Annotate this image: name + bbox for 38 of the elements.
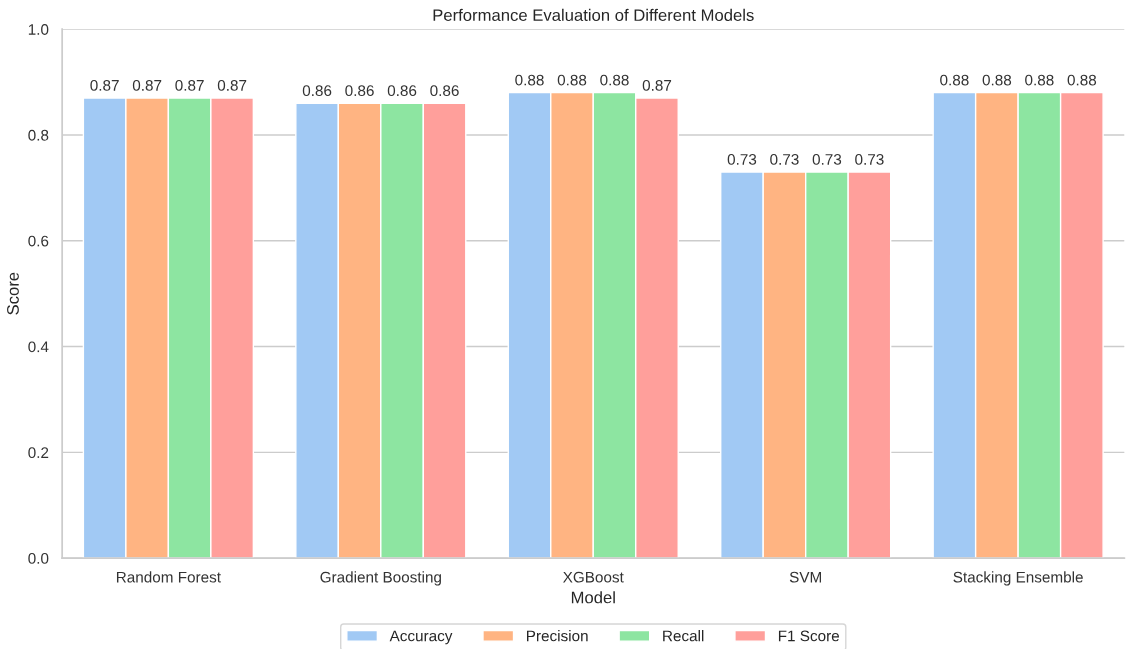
- y-tick-label: 0.4: [28, 341, 49, 353]
- data-label: 0.88: [1025, 74, 1054, 86]
- data-label: 0.87: [175, 79, 204, 91]
- data-label: 0.87: [90, 79, 119, 91]
- chart-title: Performance Evaluation of Different Models: [433, 8, 754, 22]
- data-label: 0.88: [982, 74, 1012, 86]
- y-axis-title: Score: [7, 272, 19, 315]
- data-label: 0.88: [1067, 74, 1097, 86]
- data-label: 0.87: [642, 79, 672, 91]
- data-label: 0.73: [855, 154, 884, 165]
- legend-label: Recall: [663, 630, 704, 642]
- x-tick-label: Random Forest: [116, 571, 221, 583]
- x-axis-title: Model: [571, 591, 615, 604]
- data-label: 0.73: [812, 154, 842, 165]
- data-label: 0.86: [345, 85, 374, 97]
- y-tick-label: 0.8: [28, 129, 49, 141]
- y-tick-label: 0.0: [28, 553, 49, 564]
- data-label: 0.73: [770, 154, 799, 165]
- data-label: 0.88: [557, 74, 587, 86]
- data-label: 0.86: [302, 85, 332, 97]
- x-tick-label: Stacking Ensemble: [953, 571, 1083, 586]
- y-tick-label: 1.0: [28, 24, 49, 35]
- data-label: 0.88: [940, 74, 969, 86]
- y-tick-label: 0.2: [28, 447, 49, 459]
- x-tick-label: Gradient Boosting: [320, 571, 441, 586]
- data-label: 0.87: [132, 79, 162, 91]
- data-label: 0.88: [515, 74, 544, 86]
- data-label: 0.86: [430, 85, 459, 97]
- x-tick-label: XGBoost: [563, 571, 624, 583]
- x-tick-label: SVM: [789, 571, 821, 583]
- data-label: 0.88: [600, 74, 629, 86]
- y-tick-label: 0.6: [28, 235, 49, 247]
- data-label: 0.73: [727, 154, 757, 165]
- legend-label: Precision: [527, 630, 588, 642]
- legend-label: F1 Score: [778, 630, 840, 642]
- legend-label: Accuracy: [389, 630, 453, 645]
- data-label: 0.87: [217, 79, 247, 91]
- data-label: 0.86: [387, 85, 417, 97]
